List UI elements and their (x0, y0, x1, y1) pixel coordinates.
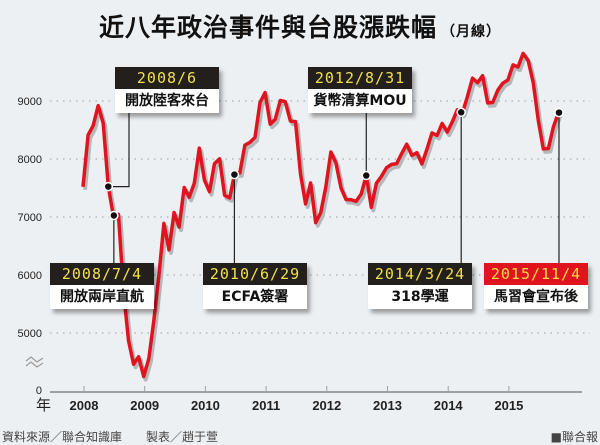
event-marker (555, 109, 563, 117)
axis-break-icon (26, 362, 43, 367)
event-marker (110, 211, 118, 219)
y-tick-label: 5000 (18, 328, 42, 340)
maker-note: 製表／趙于萱 (146, 428, 218, 445)
x-tick-label: 2014 (434, 398, 464, 413)
x-tick-label: 2015 (494, 398, 523, 413)
event-label: 開放兩岸直航 (50, 285, 154, 309)
y-tick-label: 8000 (18, 154, 42, 166)
event-date: 2015/11/4 (484, 263, 588, 285)
event-marker (362, 172, 370, 180)
event-marker (230, 171, 238, 179)
event-date: 2014/3/24 (368, 263, 472, 285)
event-date: 2008/7/4 (50, 263, 154, 285)
source-note: 資料來源／聯合知識庫 (2, 428, 122, 445)
y-tick-label: 7000 (18, 212, 42, 224)
brand-note: ■聯合報 (551, 428, 598, 445)
event-date: 2008/6 (115, 67, 219, 89)
x-tick-label: 2013 (373, 398, 402, 413)
event-date: 2012/8/31 (308, 67, 412, 89)
x-tick-label: 2009 (130, 398, 159, 413)
event-label: 貨幣清算MOU (308, 89, 412, 113)
event-label: 開放陸客來台 (115, 89, 219, 113)
event-label: 318學運 (368, 285, 472, 309)
y-tick-label: 9000 (18, 96, 42, 108)
event-label: 馬習會宣布後 (484, 285, 588, 309)
event-date: 2010/6/29 (203, 263, 307, 285)
event-marker (104, 183, 112, 191)
leader-line (108, 113, 129, 187)
axis-break-icon (26, 357, 43, 362)
x-tick-label: 2011 (252, 398, 280, 413)
x-tick-label: 2012 (312, 398, 341, 413)
event-label: ECFA簽署 (203, 285, 307, 309)
event-marker (457, 108, 465, 116)
x-tick-label: 2008 (70, 398, 99, 413)
y-tick-label: 6000 (18, 270, 42, 282)
x-axis-label: 年 (36, 396, 51, 414)
x-tick-label: 2010 (191, 398, 220, 413)
